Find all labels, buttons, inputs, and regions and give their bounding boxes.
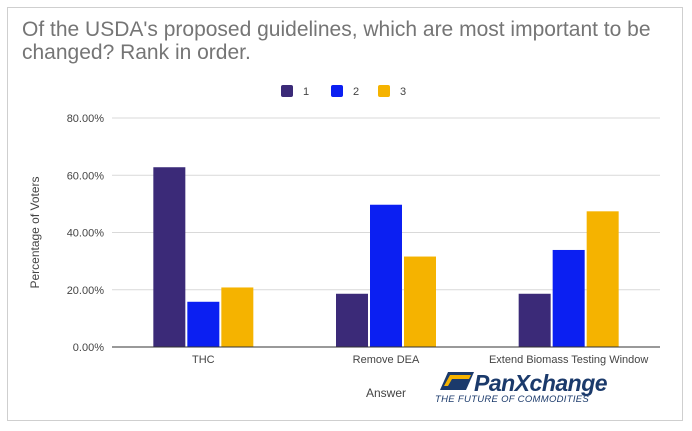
bar [586,211,619,347]
legend-swatch [331,85,343,97]
logo-mark-icon [440,372,474,390]
y-axis-label: Percentage of Voters [28,176,42,288]
bar [370,204,402,347]
x-axis-ticks: THC Remove DEA Extend Biomass Testing Wind… [192,354,648,366]
bar [552,249,585,347]
bar [153,167,186,347]
y-axis-ticks: 0.00% 20.00% 40.00% 60.00% 80.00% [67,113,105,354]
legend-label: 2 [353,86,359,98]
legend-label: 3 [400,86,406,98]
logo-tagline: THE FUTURE OF COMMODITIES [435,394,590,405]
x-tick-label: Remove DEA [353,354,420,366]
bar [187,301,220,347]
bar [221,287,254,347]
y-tick-label: 80.00% [67,113,105,125]
y-tick-label: 20.00% [67,285,105,297]
bar [404,256,436,347]
legend-swatch [281,85,293,97]
logo-name: PanXchange [474,370,608,396]
bar [518,293,551,347]
y-tick-label: 0.00% [73,342,104,354]
chart-frame [7,7,683,421]
bars [153,167,619,347]
panxchange-logo: PanXchange THE FUTURE OF COMMODITIES [432,368,632,412]
chart-title: Of the USDA's proposed guidelines, which… [22,18,651,64]
y-tick-label: 40.00% [67,228,105,240]
legend: 1 2 3 [281,85,406,98]
x-tick-label: THC [192,354,215,366]
legend-label: 1 [303,86,309,98]
x-tick-label: Extend Biomass Testing Window [489,354,648,366]
y-tick-label: 60.00% [67,170,105,182]
x-axis-label: Answer [366,386,406,400]
legend-swatch [378,85,390,97]
bar [336,293,368,347]
